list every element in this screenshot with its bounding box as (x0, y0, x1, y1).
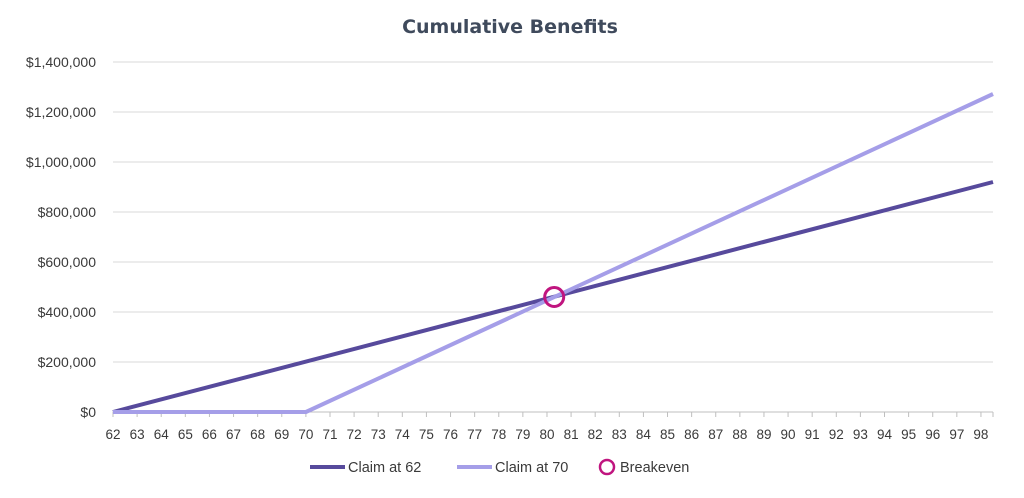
x-tick-label: 89 (756, 427, 771, 442)
legend-swatch-breakeven (598, 458, 616, 476)
x-tick-label: 69 (274, 427, 289, 442)
x-tick-label: 63 (130, 427, 145, 442)
x-tick-label: 85 (660, 427, 675, 442)
x-tick-label: 95 (901, 427, 916, 442)
x-tick-label: 62 (105, 427, 120, 442)
x-tick-label: 79 (515, 427, 530, 442)
gridlines (113, 61, 993, 363)
x-tick-label: 77 (467, 427, 482, 442)
x-tick-label: 64 (154, 427, 170, 442)
y-tick-label: $1,200,000 (26, 104, 96, 120)
y-tick-label: $200,000 (38, 354, 97, 370)
x-tick-label: 78 (491, 427, 506, 442)
x-tick-label: 96 (925, 427, 940, 442)
x-tick-label: 74 (395, 427, 411, 442)
x-tick-label: 84 (636, 427, 652, 442)
x-tick-label: 66 (202, 427, 217, 442)
x-tick-label: 91 (805, 427, 820, 442)
y-tick-label: $600,000 (38, 254, 97, 270)
series-lines (112, 92, 994, 414)
x-tick-label: 82 (588, 427, 603, 442)
y-tick-label: $1,000,000 (26, 154, 96, 170)
x-tick-label: 88 (732, 427, 747, 442)
x-tick-label: 67 (226, 427, 241, 442)
legend-label-breakeven: Breakeven (620, 460, 689, 476)
marker-layer (543, 286, 566, 308)
x-tick-label: 81 (564, 427, 579, 442)
x-tick-label: 76 (443, 427, 458, 442)
x-tick-label: 98 (973, 427, 988, 442)
y-axis-ticks: $0 $200,000 $400,000 $600,000 $800,000 $1,000… (26, 54, 96, 420)
series-line-claim-at-70 (113, 92, 994, 414)
x-axis: 62 63 64 65 66 67 68 69 70 71 72 73 74 75 76 77 78 79 80 81… (105, 411, 994, 442)
y-tick-label: $400,000 (38, 304, 97, 320)
x-tick-label: 97 (949, 427, 964, 442)
x-tick-label: 90 (781, 427, 796, 442)
y-tick-label: $1,400,000 (26, 54, 96, 70)
x-tick-label: 94 (877, 427, 893, 442)
x-tick-label: 92 (829, 427, 844, 442)
legend-label-claim-at-62: Claim at 62 (348, 460, 421, 476)
x-tick-label: 70 (298, 427, 313, 442)
x-tick-label: 75 (419, 427, 434, 442)
legend-label-claim-at-70: Claim at 70 (495, 460, 568, 476)
y-tick-label: $800,000 (38, 204, 97, 220)
x-tick-label: 80 (539, 427, 554, 442)
y-tick-label: $0 (80, 404, 96, 420)
chart-title: Cumulative Benefits (402, 16, 618, 38)
x-tick-label: 71 (322, 427, 337, 442)
x-tick-label: 86 (684, 427, 699, 442)
x-tick-label: 72 (347, 427, 362, 442)
x-tick-label: 83 (612, 427, 627, 442)
breakeven-marker (543, 286, 566, 308)
x-tick-label: 87 (708, 427, 723, 442)
legend: Claim at 62 Claim at 70 Breakeven (310, 458, 689, 476)
x-tick-label: 93 (853, 427, 868, 442)
x-tick-label: 68 (250, 427, 265, 442)
x-tick-label: 73 (371, 427, 386, 442)
x-tick-label: 65 (178, 427, 193, 442)
